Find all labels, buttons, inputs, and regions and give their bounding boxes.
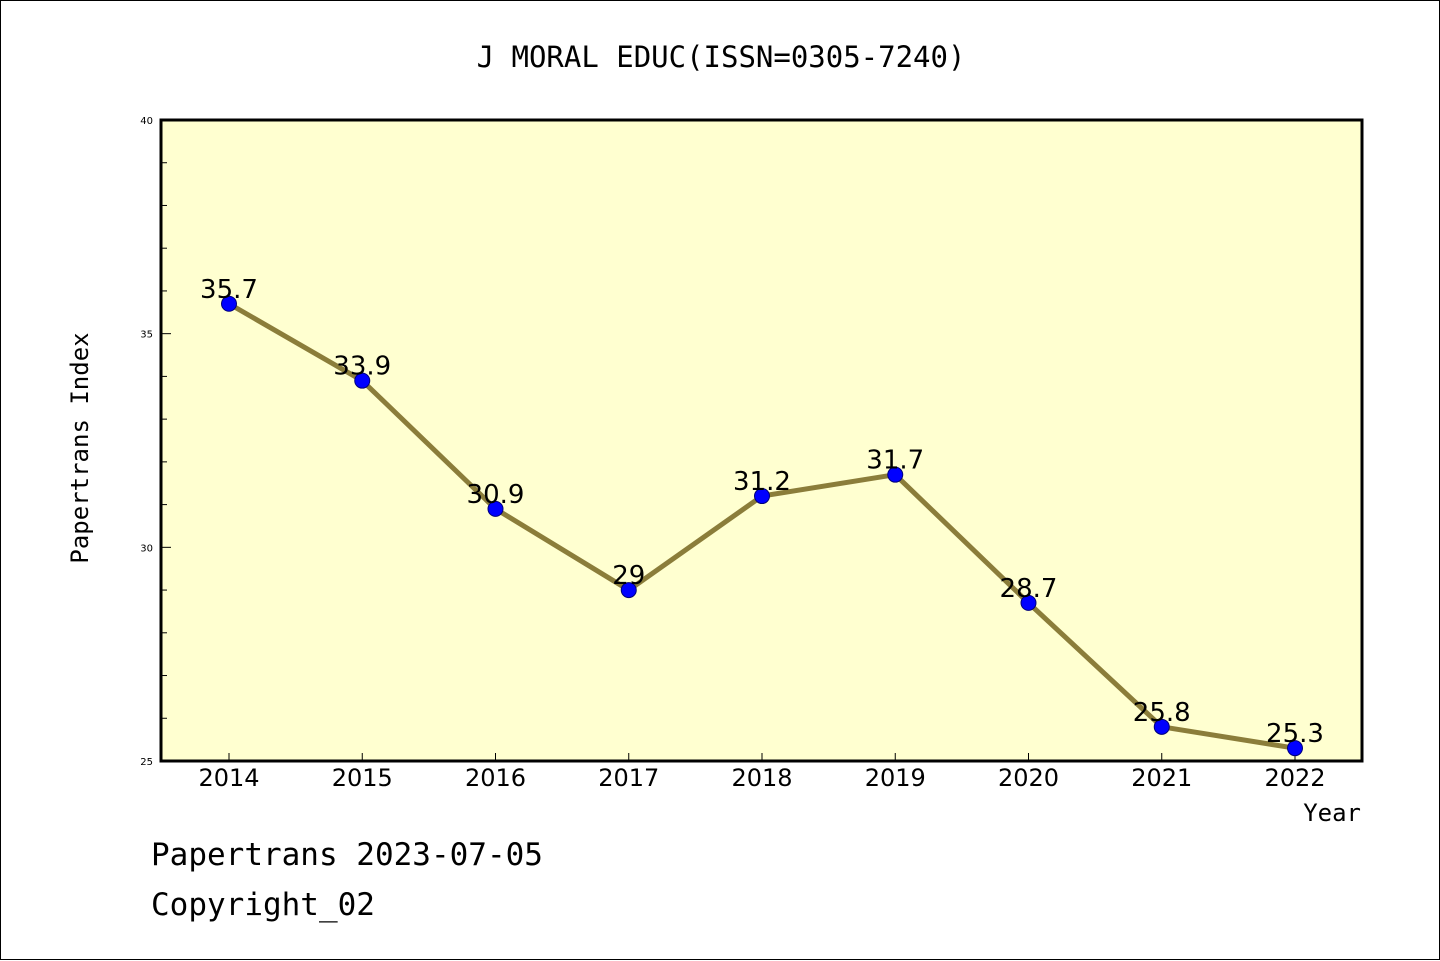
data-point (487, 500, 504, 517)
x-axis-label: Year (1303, 799, 1361, 827)
x-tick-label: 2017 (598, 764, 659, 792)
x-tick-label: 2014 (198, 764, 259, 792)
series-line: 35.7 33.9 30.9 29 31.2 31.7 28.7 25.8 25.3 (200, 275, 1324, 757)
plot-area (159, 118, 1364, 763)
y-tick-label: 25 (140, 757, 153, 768)
y-tick-label: 30 (140, 543, 153, 554)
y-axis-label: Papertrans Index (66, 332, 94, 563)
x-tick-label: 2015 (332, 764, 393, 792)
data-label: 31.2 (733, 467, 791, 497)
footer-copyright: Copyright_02 (151, 887, 375, 923)
footer-date: Papertrans 2023-07-05 (151, 837, 543, 873)
x-tick-label: 2022 (1264, 764, 1325, 792)
data-point (620, 582, 637, 599)
y-axis: 25 30 35 40 (140, 116, 171, 768)
y-tick-label: 35 (140, 330, 153, 341)
data-label: 35.7 (200, 275, 258, 305)
x-tick-label: 2021 (1131, 764, 1192, 792)
data-point (221, 295, 237, 312)
x-tick-label: 2018 (731, 764, 792, 792)
data-point (1287, 740, 1303, 757)
data-point (887, 466, 904, 483)
data-point (1020, 594, 1037, 611)
data-label: 33.9 (333, 352, 391, 382)
data-label: 29 (612, 561, 645, 591)
chart-title: J MORAL EDUC(ISSN=0305-7240) (477, 40, 966, 74)
x-axis: 2014 2015 2016 2017 2018 2019 2020 2021 2022 (198, 753, 1326, 792)
data-point (754, 488, 770, 505)
data-label: 28.7 (1000, 574, 1058, 604)
data-point (1153, 718, 1170, 735)
x-tick-label: 2020 (998, 764, 1059, 792)
data-label: 31.7 (866, 446, 924, 476)
data-point (354, 372, 371, 389)
data-label: 25.8 (1133, 698, 1191, 728)
x-tick-label: 2016 (465, 764, 526, 792)
y-tick-label: 40 (140, 116, 153, 127)
data-label: 25.3 (1266, 719, 1324, 749)
data-label: 30.9 (467, 480, 525, 510)
x-tick-label: 2019 (865, 764, 926, 792)
